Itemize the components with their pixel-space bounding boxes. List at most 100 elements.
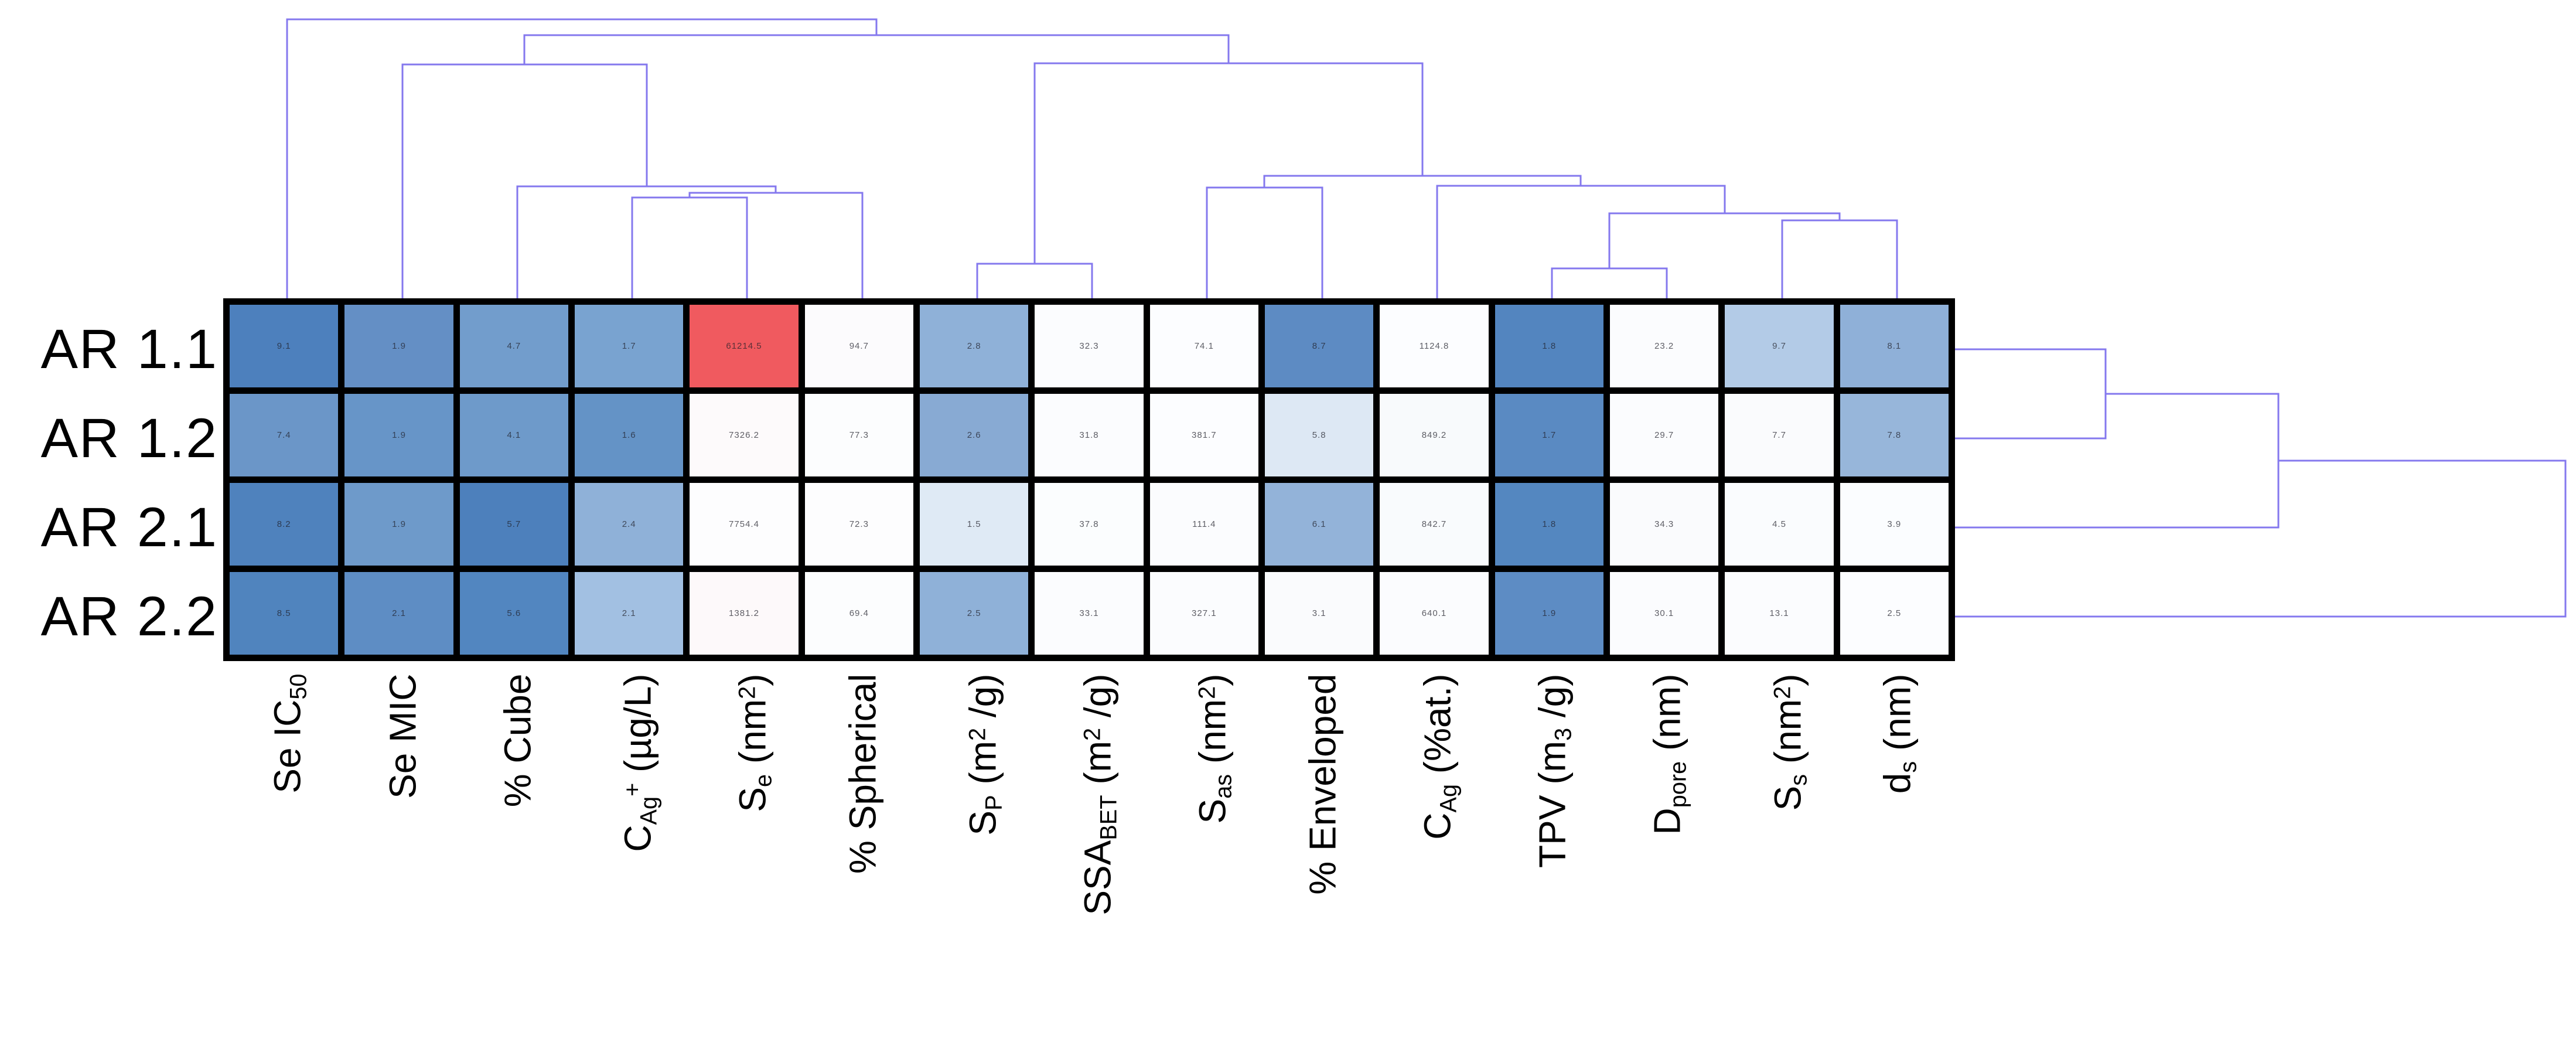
dendrogram-link — [1033, 62, 1424, 264]
heatmap-cell: 2.1 — [574, 572, 684, 655]
cell-annotation: 7.4 — [277, 430, 291, 440]
heatmap-cell: 3.1 — [1264, 572, 1374, 655]
heatmap-cell: 1.6 — [574, 394, 684, 476]
cell-annotation: 7.7 — [1772, 430, 1786, 440]
col-label-text: CAg (%at.) — [1416, 673, 1462, 840]
cell-annotation: 8.5 — [277, 608, 291, 618]
col-label: Dpore (nm) — [1637, 674, 1696, 1052]
cell-annotation: 4.1 — [507, 430, 521, 440]
cell-annotation: 4.7 — [507, 341, 521, 351]
cell-annotation: 37.8 — [1079, 519, 1099, 529]
top-dendrogram — [286, 18, 1898, 305]
cell-annotation: 3.9 — [1887, 519, 1902, 529]
cell-annotation: 2.6 — [967, 430, 981, 440]
cell-annotation: 2.5 — [1887, 608, 1902, 618]
cell-annotation: 7754.4 — [729, 519, 759, 529]
heatmap-cell: 7.4 — [230, 394, 339, 476]
heatmap-cell: 61214.5 — [690, 305, 799, 387]
cell-annotation: 2.1 — [622, 608, 636, 618]
col-label-text: Se IC50 — [266, 673, 312, 794]
heatmap-cell: 8.2 — [230, 483, 339, 566]
heatmap-cell: 1.8 — [1495, 305, 1603, 387]
cell-annotation: 640.1 — [1421, 608, 1447, 618]
heatmap-cell: 2.5 — [919, 572, 1029, 655]
cell-annotation: 2.4 — [622, 519, 636, 529]
dendrogram-link — [1436, 185, 1726, 305]
cell-annotation: 34.3 — [1654, 519, 1674, 529]
col-label: SSABET (m2 /g) — [1063, 674, 1121, 1052]
cell-annotation: 5.7 — [507, 519, 521, 529]
dendrogram-link — [1206, 186, 1323, 305]
col-label: SP (m2 /g) — [948, 674, 1006, 1052]
heatmap-cell: 327.1 — [1149, 572, 1258, 655]
cell-annotation: 31.8 — [1079, 430, 1099, 440]
row-label: AR 1.1 — [40, 318, 218, 380]
row-label: AR 2.1 — [40, 496, 218, 559]
cell-annotation: 1.9 — [1542, 608, 1557, 618]
heatmap-cell: 4.1 — [459, 394, 568, 476]
cell-annotation: 30.1 — [1654, 608, 1674, 618]
col-label: % Spherical — [833, 674, 892, 1052]
dendrogram-link — [688, 192, 864, 305]
heatmap-cell: 5.6 — [459, 572, 568, 655]
cell-annotation: 72.3 — [849, 519, 869, 529]
heatmap-cell: 7326.2 — [690, 394, 799, 476]
heatmap-cell: 30.1 — [1609, 572, 1719, 655]
dendrogram-link — [1608, 212, 1841, 268]
heatmap-cell: 4.7 — [459, 305, 568, 387]
col-label-text: SP (m2 /g) — [961, 673, 1007, 836]
heatmap-cell: 1.5 — [919, 483, 1029, 566]
col-label-text: ds (nm) — [1876, 673, 1922, 794]
cell-annotation: 3.1 — [1312, 608, 1326, 618]
heatmap-cell: 1.7 — [574, 305, 684, 387]
cell-annotation: 1.8 — [1542, 341, 1557, 351]
heatmap-cell: 2.4 — [574, 483, 684, 566]
heatmap-cell: 31.8 — [1035, 394, 1144, 476]
heatmap-cell: 7.7 — [1725, 394, 1834, 476]
col-label: Se (nm2) — [718, 674, 776, 1052]
heatmap-cell: 7754.4 — [690, 483, 799, 566]
heatmap-cell: 2.8 — [919, 305, 1029, 387]
heatmap-cell: 1.9 — [344, 394, 453, 476]
col-label: ds (nm) — [1868, 674, 1926, 1052]
cell-annotation: 94.7 — [849, 341, 869, 351]
col-label-text: SSABET (m2 /g) — [1076, 673, 1122, 915]
heatmap-cell: 8.7 — [1264, 305, 1374, 387]
cell-annotation: 7.8 — [1887, 430, 1902, 440]
cell-annotation: 9.1 — [277, 341, 291, 351]
cell-annotation: 4.5 — [1772, 519, 1786, 529]
cell-annotation: 2.1 — [392, 608, 406, 618]
cell-annotation: 2.5 — [967, 608, 981, 618]
dendrogram-link — [401, 63, 648, 305]
col-label-text: CAg+ (µg/L) — [616, 673, 662, 852]
heatmap-cell: 3.9 — [1840, 483, 1949, 566]
dendrogram-link — [631, 196, 748, 305]
cell-annotation: 5.6 — [507, 608, 521, 618]
col-label: % Cube — [488, 674, 547, 1052]
heatmap-cell: 72.3 — [804, 483, 913, 566]
cell-annotation: 111.4 — [1192, 519, 1216, 529]
cell-annotation: 7326.2 — [729, 430, 759, 440]
cell-annotation: 2.8 — [967, 341, 981, 351]
heatmap-cell: 32.3 — [1035, 305, 1144, 387]
cell-annotation: 1.7 — [622, 341, 636, 351]
heatmap-grid: 9.1 1.9 4.7 1.7 61214.5 94.7 2.8 32.3 74.1 8.7 112… — [223, 298, 1955, 661]
cell-annotation: 1.9 — [392, 430, 406, 440]
dendrogram-link — [516, 185, 777, 305]
heatmap-cell: 13.1 — [1725, 572, 1834, 655]
heatmap-cell: 77.3 — [804, 394, 913, 476]
heatmap-cell: 2.5 — [1840, 572, 1949, 655]
heatmap-cell: 111.4 — [1149, 483, 1258, 566]
col-label-text: % Spherical — [841, 673, 884, 874]
cell-annotation: 381.7 — [1192, 430, 1217, 440]
heatmap-cell: 2.6 — [919, 394, 1029, 476]
cell-annotation: 1381.2 — [729, 608, 759, 618]
heatmap-cell: 1.8 — [1495, 483, 1603, 566]
col-label-text: Dpore (nm) — [1646, 673, 1691, 835]
heatmap-cell: 849.2 — [1380, 394, 1489, 476]
cell-annotation: 8.2 — [277, 519, 291, 529]
heatmap-cell: 9.1 — [230, 305, 339, 387]
heatmap-cell: 74.1 — [1149, 305, 1258, 387]
